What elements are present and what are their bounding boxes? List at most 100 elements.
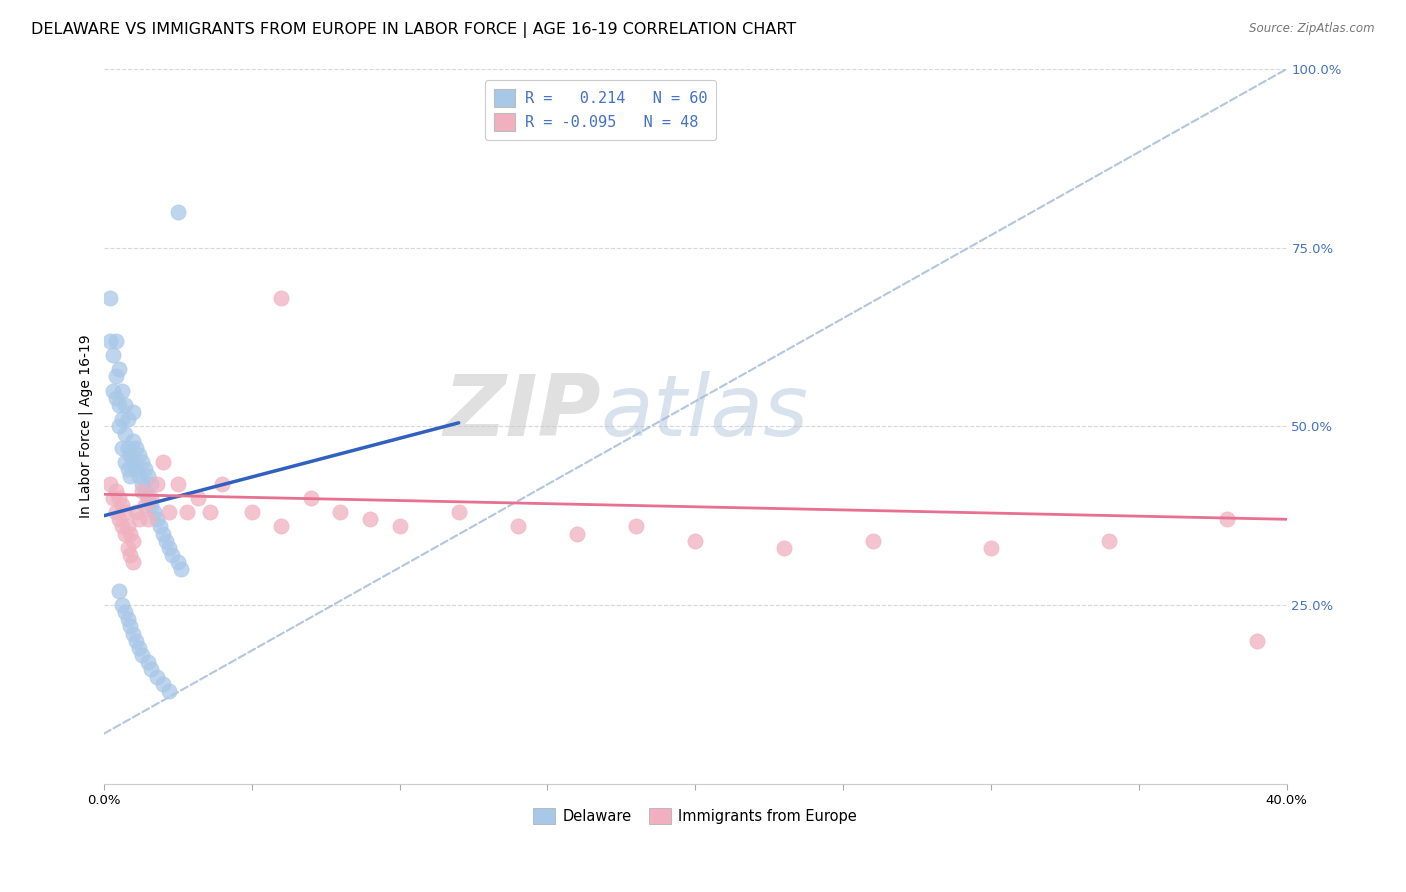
Point xyxy=(107,491,129,505)
Point xyxy=(176,505,198,519)
Point xyxy=(170,562,193,576)
Point xyxy=(200,505,222,519)
Point xyxy=(125,441,148,455)
Point xyxy=(114,398,136,412)
Point xyxy=(166,476,188,491)
Y-axis label: In Labor Force | Age 16-19: In Labor Force | Age 16-19 xyxy=(79,334,93,518)
Point xyxy=(157,683,180,698)
Point xyxy=(152,676,174,690)
Point xyxy=(187,491,209,505)
Point xyxy=(388,519,411,533)
Point xyxy=(101,348,124,362)
Point xyxy=(117,441,139,455)
Point xyxy=(1216,512,1239,526)
Point xyxy=(149,519,172,533)
Point xyxy=(122,455,145,469)
Point xyxy=(111,598,134,612)
Point xyxy=(107,398,129,412)
Point xyxy=(146,669,169,683)
Point xyxy=(359,512,381,526)
Point xyxy=(125,505,148,519)
Text: DELAWARE VS IMMIGRANTS FROM EUROPE IN LABOR FORCE | AGE 16-19 CORRELATION CHART: DELAWARE VS IMMIGRANTS FROM EUROPE IN LA… xyxy=(31,22,796,38)
Point xyxy=(114,526,136,541)
Point xyxy=(160,548,183,562)
Point xyxy=(862,533,884,548)
Point xyxy=(565,526,588,541)
Point xyxy=(143,505,166,519)
Point xyxy=(152,526,174,541)
Point xyxy=(111,519,134,533)
Point xyxy=(624,519,647,533)
Point xyxy=(134,483,156,498)
Point xyxy=(131,483,153,498)
Point xyxy=(329,505,352,519)
Point xyxy=(128,448,150,462)
Point xyxy=(107,419,129,434)
Point xyxy=(122,405,145,419)
Point xyxy=(104,369,127,384)
Point xyxy=(117,519,139,533)
Text: ZIP: ZIP xyxy=(443,370,600,454)
Point xyxy=(166,555,188,569)
Point xyxy=(101,491,124,505)
Point xyxy=(131,648,153,662)
Point xyxy=(141,491,163,505)
Text: Source: ZipAtlas.com: Source: ZipAtlas.com xyxy=(1250,22,1375,36)
Point xyxy=(98,476,121,491)
Point xyxy=(104,391,127,405)
Point xyxy=(114,505,136,519)
Point xyxy=(155,533,177,548)
Point xyxy=(1098,533,1121,548)
Point xyxy=(111,441,134,455)
Point xyxy=(107,512,129,526)
Point xyxy=(117,612,139,626)
Point xyxy=(447,505,470,519)
Point xyxy=(146,476,169,491)
Point xyxy=(299,491,322,505)
Point xyxy=(120,448,142,462)
Point xyxy=(104,483,127,498)
Point xyxy=(107,362,129,376)
Point xyxy=(117,541,139,555)
Point xyxy=(270,291,292,305)
Point xyxy=(122,533,145,548)
Point xyxy=(114,426,136,441)
Point xyxy=(506,519,529,533)
Point xyxy=(104,505,127,519)
Point xyxy=(134,462,156,476)
Point xyxy=(114,605,136,619)
Point xyxy=(104,334,127,348)
Point xyxy=(107,583,129,598)
Point xyxy=(120,526,142,541)
Point xyxy=(152,455,174,469)
Point xyxy=(270,519,292,533)
Point xyxy=(136,655,159,669)
Point xyxy=(136,469,159,483)
Point xyxy=(146,512,169,526)
Point xyxy=(136,491,159,505)
Legend: Delaware, Immigrants from Europe: Delaware, Immigrants from Europe xyxy=(527,803,863,830)
Point xyxy=(111,498,134,512)
Text: atlas: atlas xyxy=(600,370,808,454)
Point xyxy=(117,462,139,476)
Point xyxy=(683,533,706,548)
Point xyxy=(125,462,148,476)
Point xyxy=(141,498,163,512)
Point xyxy=(211,476,233,491)
Point xyxy=(157,541,180,555)
Point xyxy=(1246,633,1268,648)
Point xyxy=(773,541,796,555)
Point xyxy=(122,555,145,569)
Point xyxy=(120,619,142,633)
Point xyxy=(128,469,150,483)
Point xyxy=(141,476,163,491)
Point xyxy=(128,512,150,526)
Point xyxy=(131,476,153,491)
Point xyxy=(101,384,124,398)
Point xyxy=(128,640,150,655)
Point xyxy=(98,291,121,305)
Point xyxy=(117,412,139,426)
Point xyxy=(141,662,163,676)
Point xyxy=(980,541,1002,555)
Point xyxy=(111,412,134,426)
